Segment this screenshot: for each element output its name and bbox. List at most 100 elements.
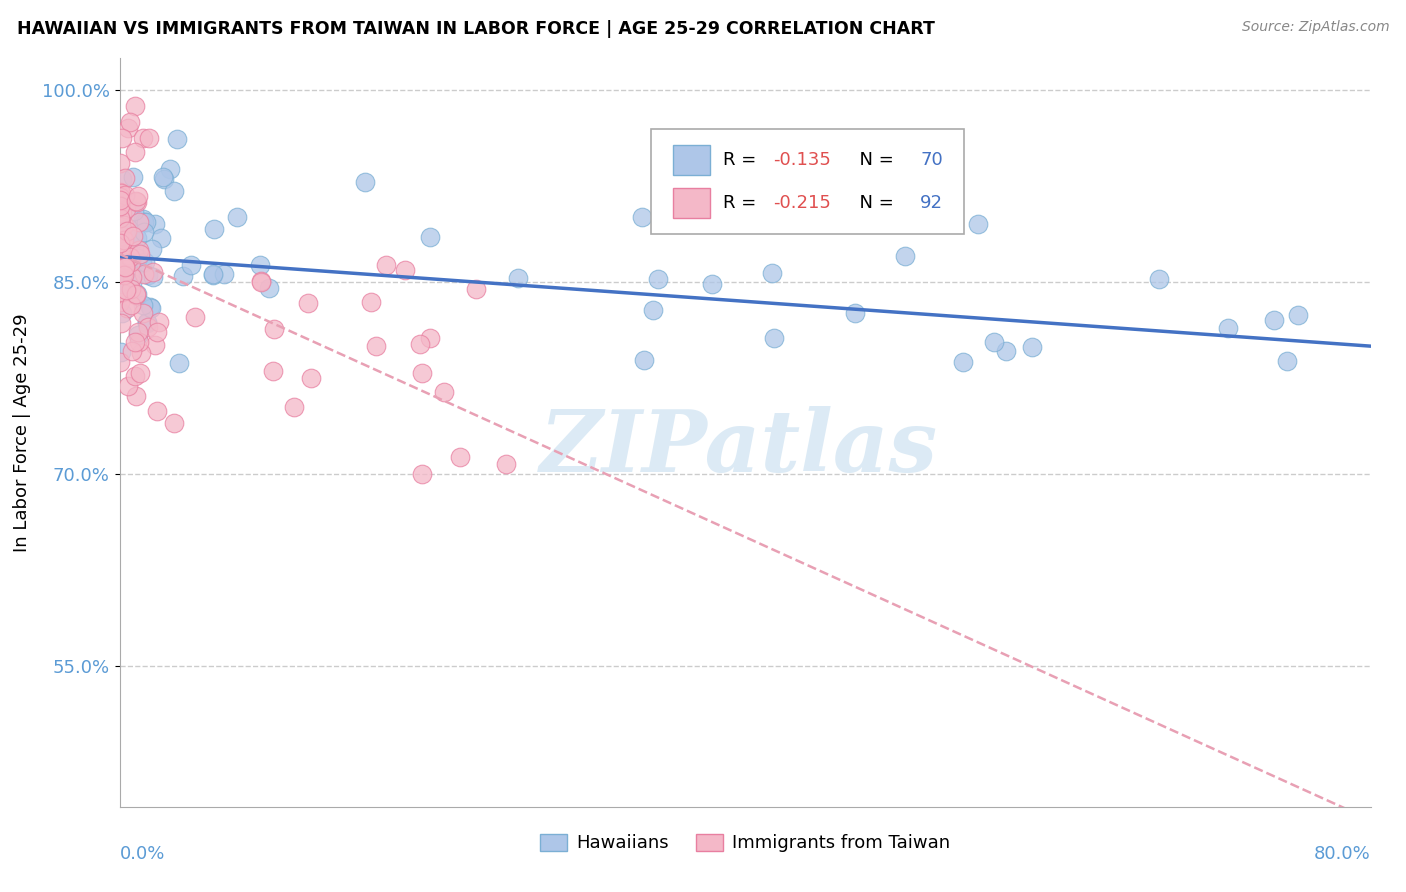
Point bbox=[124, 389, 146, 403]
Point bbox=[118, 232, 141, 246]
Point bbox=[110, 186, 132, 200]
Point bbox=[952, 355, 974, 369]
Text: N =: N = bbox=[848, 151, 900, 169]
Point bbox=[983, 335, 1005, 350]
Point bbox=[132, 225, 155, 239]
Point bbox=[114, 188, 136, 202]
Point bbox=[163, 184, 186, 198]
Point bbox=[1021, 339, 1043, 353]
Point bbox=[495, 457, 517, 471]
Point bbox=[127, 326, 149, 340]
Text: 80.0%: 80.0% bbox=[1315, 845, 1371, 863]
Text: -0.135: -0.135 bbox=[773, 151, 831, 169]
Text: -0.215: -0.215 bbox=[773, 194, 831, 212]
Point bbox=[465, 282, 488, 296]
Point bbox=[110, 243, 132, 257]
Point bbox=[374, 259, 396, 273]
Point bbox=[172, 269, 194, 284]
Point bbox=[132, 306, 155, 320]
Point bbox=[129, 366, 152, 380]
Point bbox=[143, 338, 166, 352]
Point bbox=[506, 271, 529, 285]
Point bbox=[117, 248, 139, 262]
Point bbox=[167, 356, 190, 370]
Point bbox=[225, 210, 247, 224]
Point bbox=[1218, 320, 1240, 334]
Point bbox=[112, 244, 135, 258]
Point bbox=[128, 243, 150, 257]
Point bbox=[153, 172, 176, 186]
Point bbox=[249, 275, 271, 289]
Point bbox=[112, 234, 135, 248]
Point bbox=[111, 306, 134, 320]
Point bbox=[647, 272, 669, 286]
Point bbox=[121, 344, 143, 359]
Point bbox=[136, 320, 159, 334]
Point bbox=[114, 170, 136, 185]
Point bbox=[115, 284, 138, 298]
Point bbox=[145, 217, 167, 231]
Point bbox=[148, 315, 170, 329]
Point bbox=[124, 145, 146, 160]
Point bbox=[394, 262, 416, 277]
Point bbox=[111, 206, 134, 220]
Point bbox=[118, 251, 141, 265]
Point bbox=[111, 267, 134, 281]
Point bbox=[121, 276, 143, 290]
Point bbox=[433, 385, 456, 400]
Point bbox=[146, 404, 169, 418]
Point bbox=[125, 230, 148, 244]
Point bbox=[127, 328, 149, 343]
Point bbox=[118, 227, 141, 242]
Point bbox=[202, 267, 225, 281]
Point bbox=[257, 281, 280, 295]
Point bbox=[894, 249, 917, 263]
Point bbox=[166, 132, 188, 146]
Point bbox=[121, 228, 143, 243]
Point bbox=[112, 219, 135, 233]
Point bbox=[630, 210, 652, 224]
Point bbox=[110, 316, 132, 330]
Point bbox=[141, 242, 163, 256]
Point bbox=[129, 246, 152, 260]
Point bbox=[1275, 354, 1298, 368]
Point bbox=[633, 353, 655, 368]
Point bbox=[844, 306, 866, 320]
Point bbox=[142, 265, 165, 279]
Point bbox=[139, 301, 162, 316]
Point bbox=[114, 260, 136, 275]
Point bbox=[132, 211, 155, 226]
Point bbox=[132, 298, 155, 312]
Point bbox=[132, 267, 155, 281]
Point bbox=[121, 267, 143, 281]
Point bbox=[114, 259, 136, 273]
Point bbox=[1286, 308, 1309, 322]
Point bbox=[124, 335, 146, 350]
Point bbox=[131, 256, 153, 270]
Point bbox=[364, 339, 387, 353]
Point bbox=[184, 310, 207, 324]
Text: 0.0%: 0.0% bbox=[120, 845, 165, 863]
Point bbox=[146, 326, 169, 340]
Point bbox=[411, 366, 433, 380]
Point bbox=[249, 259, 271, 273]
Point bbox=[299, 371, 322, 385]
Point bbox=[112, 268, 135, 282]
Point bbox=[134, 255, 156, 269]
Point bbox=[202, 222, 225, 236]
Text: Source: ZipAtlas.com: Source: ZipAtlas.com bbox=[1241, 20, 1389, 34]
Point bbox=[1149, 272, 1171, 286]
Text: N =: N = bbox=[848, 194, 900, 212]
Bar bbox=[672, 145, 710, 175]
Point bbox=[641, 303, 664, 318]
Point bbox=[114, 282, 136, 296]
Point bbox=[139, 300, 162, 314]
Text: HAWAIIAN VS IMMIGRANTS FROM TAIWAN IN LABOR FORCE | AGE 25-29 CORRELATION CHART: HAWAIIAN VS IMMIGRANTS FROM TAIWAN IN LA… bbox=[17, 20, 935, 37]
Point bbox=[212, 268, 235, 282]
Point bbox=[127, 245, 149, 260]
Point bbox=[419, 331, 441, 345]
Point bbox=[110, 189, 132, 203]
Text: R =: R = bbox=[723, 151, 762, 169]
Point bbox=[117, 301, 139, 315]
Point bbox=[761, 266, 783, 280]
